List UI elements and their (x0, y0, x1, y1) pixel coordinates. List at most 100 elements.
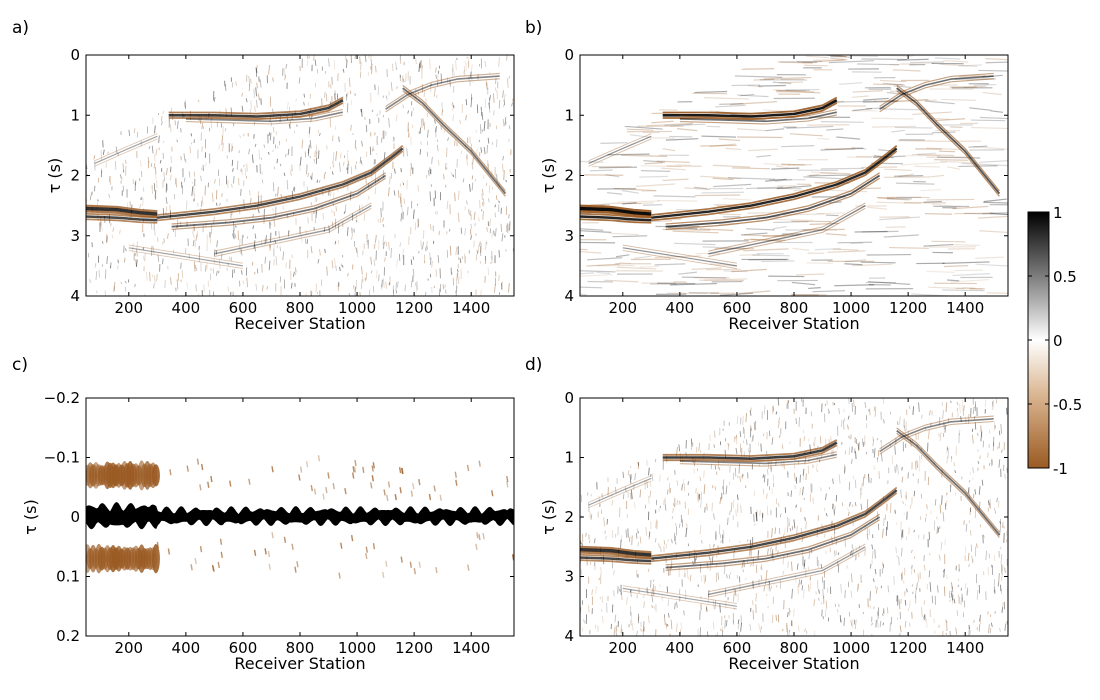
reflection-event (580, 559, 652, 565)
reflection-event (168, 102, 344, 121)
reflection-event (580, 547, 652, 557)
y-tick-label: 2 (564, 167, 574, 185)
y-tick-label: 3 (564, 568, 574, 586)
reflection-event (708, 546, 866, 596)
reflection-event (679, 114, 837, 125)
x-tick-label: 400 (172, 639, 201, 657)
y-tick-label: 0 (564, 389, 574, 407)
y-axis-label: τ (s) (45, 158, 64, 194)
reflection-event (94, 138, 158, 167)
reflection-event (86, 206, 158, 216)
reflection-event (662, 99, 838, 118)
reflection-event (402, 84, 506, 192)
x-tick-label: 1200 (395, 639, 433, 657)
reflection-event (879, 75, 994, 110)
reflection-event (679, 108, 837, 120)
reflection-event (665, 519, 880, 571)
reflection-event (651, 486, 898, 557)
colorbar-tick-label: 0 (1053, 332, 1063, 350)
reflection-event (580, 212, 652, 219)
x-tick-label: 600 (229, 299, 258, 317)
reflection-event (168, 99, 344, 118)
y-axis-label: τ (s) (539, 499, 558, 535)
sidelobe (151, 544, 160, 574)
reflection-event (896, 432, 1000, 538)
reflection-event (157, 145, 404, 216)
x-tick-label: 600 (229, 639, 258, 657)
seismic-image (86, 55, 514, 296)
y-tick-label: 3 (70, 227, 80, 245)
reflection-event (665, 174, 881, 228)
reflection-event (580, 204, 652, 213)
reflection-event (185, 108, 343, 120)
mute-zone (580, 55, 783, 149)
reflection-event (662, 444, 838, 463)
reflection-event (168, 96, 344, 115)
x-tick-label: 1200 (889, 299, 927, 317)
x-tick-label: 200 (608, 639, 637, 657)
reflection-event (665, 172, 880, 225)
reflection-event (580, 551, 652, 560)
y-tick-label: 0 (70, 46, 80, 64)
y-tick-label: 1 (564, 106, 574, 124)
y-tick-label: 4 (564, 287, 574, 305)
seismic-image (580, 55, 1008, 296)
x-axis-label: Receiver Station (234, 654, 365, 673)
x-tick-label: 1400 (946, 639, 984, 657)
reflection-event (651, 489, 898, 560)
reflection-event (896, 429, 1001, 536)
y-axis-label: τ (s) (21, 499, 40, 535)
panel-c: c) 200 400 600 800 1000 1200 1400 −0.2 −0.1 0 0.1 0.… (12, 355, 515, 673)
x-axis-label: Receiver Station (728, 654, 859, 673)
reflection-event (580, 206, 652, 216)
reflection-event (580, 215, 652, 222)
y-axis-label: τ (s) (539, 158, 558, 194)
reflection-event (171, 172, 386, 225)
reflection-event (402, 87, 507, 195)
reflection-event (622, 587, 737, 607)
reflection-event (896, 87, 1001, 195)
reflection-event (665, 516, 881, 569)
reflection-event (86, 218, 158, 224)
reflection-event (94, 135, 158, 164)
reflection-event (588, 135, 652, 164)
x-tick-label: 400 (172, 299, 201, 317)
reflection-event (214, 202, 372, 252)
reflection-event (94, 133, 158, 162)
reflection-event (128, 244, 243, 264)
y-tick-label: 0 (70, 508, 80, 526)
sidelobe (151, 464, 160, 487)
panel-label: a) (12, 18, 29, 38)
reflection-event (679, 456, 837, 467)
y-tick-label: 4 (70, 287, 80, 305)
panel-b: b) 200 400 600 800 1000 1200 1400 0 1 2 3 4 Receiver … (525, 18, 1009, 333)
x-tick-label: 1400 (452, 299, 490, 317)
reflection-event (662, 439, 838, 457)
y-tick-label: −0.2 (44, 389, 80, 407)
y-tick-label: −0.1 (44, 449, 80, 467)
x-tick-label: 400 (666, 639, 695, 657)
y-tick-label: 1 (70, 106, 80, 124)
x-tick-label: 1400 (946, 299, 984, 317)
reflection-event (679, 451, 837, 462)
mute-zone (580, 398, 783, 491)
reflection-event (588, 138, 652, 167)
reflection-event (879, 418, 994, 453)
reflection-event (185, 114, 343, 125)
reflection-event (214, 204, 372, 255)
reflection-event (665, 513, 880, 566)
reflection-event (708, 543, 866, 593)
reflection-event (86, 210, 158, 219)
x-tick-label: 400 (666, 299, 695, 317)
colorbar-tick-label: -0.5 (1053, 396, 1082, 414)
y-tick-label: 0 (564, 46, 574, 64)
reflection-event (651, 492, 898, 563)
x-tick-label: 1000 (832, 299, 870, 317)
reflection-event (651, 145, 898, 216)
reflection-event (679, 111, 837, 123)
reflection-event (157, 147, 404, 219)
panel-d: d) 200 400 600 800 1000 1200 1400 0 1 2 3 4 Receiver … (525, 355, 1009, 673)
reflection-event (896, 427, 1000, 533)
reflection-event (665, 177, 880, 231)
y-tick-label: 3 (564, 227, 574, 245)
